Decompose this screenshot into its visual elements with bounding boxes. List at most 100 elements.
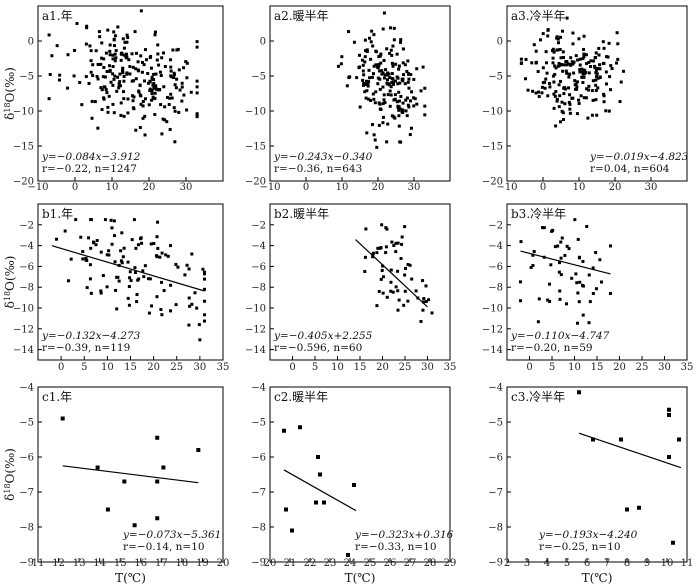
data-point	[565, 63, 569, 67]
data-point	[609, 291, 612, 295]
data-point	[155, 58, 159, 62]
data-point	[597, 53, 601, 57]
data-point	[382, 58, 386, 62]
data-point	[403, 225, 407, 229]
data-point	[121, 37, 125, 41]
data-point	[551, 61, 555, 65]
data-point	[542, 226, 546, 230]
data-point	[113, 74, 117, 78]
data-point	[567, 100, 571, 104]
data-point	[146, 72, 150, 76]
data-point	[363, 55, 367, 59]
data-point	[152, 77, 156, 81]
data-point	[141, 116, 145, 120]
data-point	[106, 110, 110, 114]
data-point	[363, 255, 367, 259]
data-point	[558, 261, 562, 265]
data-point	[155, 235, 159, 239]
data-point	[168, 58, 172, 62]
data-point	[102, 96, 106, 100]
data-point	[122, 479, 127, 484]
data-point	[185, 263, 189, 267]
data-point	[604, 109, 608, 113]
data-point	[91, 74, 95, 78]
data-point	[388, 51, 392, 55]
x-tick-label: 16	[134, 558, 147, 569]
data-point	[581, 57, 585, 61]
data-point	[582, 52, 586, 56]
data-point	[355, 76, 359, 80]
data-point	[112, 111, 116, 115]
data-point	[401, 79, 405, 83]
data-point	[367, 80, 371, 84]
data-point	[540, 85, 544, 89]
data-point	[336, 64, 340, 68]
data-point	[408, 133, 412, 137]
panel-title: b3.冷半年	[511, 207, 566, 221]
data-point	[576, 291, 580, 295]
data-point	[364, 49, 368, 53]
x-tick-label: 13	[73, 558, 86, 569]
data-point	[371, 123, 375, 127]
x-tick-label: 0	[289, 362, 295, 373]
panel-c2: 20 21 22 23 24 25 26 27 28 29 −9 −8 −7 −6 −5 −4 c2.暖半年 y=…	[251, 383, 456, 586]
data-point	[128, 65, 132, 69]
y-tick-label: −4	[488, 241, 503, 252]
data-point	[575, 80, 579, 84]
data-point	[667, 407, 671, 412]
data-point	[564, 69, 568, 73]
data-point	[377, 289, 381, 293]
data-point	[532, 43, 536, 47]
data-point	[314, 500, 318, 505]
data-point	[66, 53, 70, 57]
data-point	[557, 270, 561, 274]
data-point	[125, 72, 129, 76]
data-point	[197, 323, 201, 327]
data-point	[519, 280, 522, 284]
data-point	[415, 67, 419, 71]
data-point	[395, 100, 399, 104]
data-point	[382, 115, 386, 119]
data-point	[382, 93, 386, 97]
x-tick-label: 20	[609, 182, 622, 193]
x-tick-label: 10	[336, 182, 349, 193]
data-point	[364, 83, 368, 87]
data-point	[608, 75, 612, 79]
data-point	[379, 277, 383, 281]
x-tick-label: 20	[264, 558, 277, 569]
x-tick-label: 23	[324, 558, 337, 569]
data-point	[573, 83, 577, 87]
x-tick-label: 35	[681, 362, 694, 373]
y-tick-label: −10	[482, 304, 503, 315]
data-point	[607, 109, 611, 113]
data-point	[594, 51, 598, 55]
stats-line: r=−0.596, n=60	[274, 342, 362, 354]
data-point	[405, 96, 409, 100]
data-point	[622, 69, 626, 73]
data-point	[544, 50, 548, 54]
data-point	[594, 251, 598, 255]
x-tick-label: 30	[408, 182, 421, 193]
y-tick-label: 0	[28, 37, 34, 48]
data-point	[556, 244, 560, 248]
x-tick-label: 12	[52, 558, 65, 569]
panel-title: a3.冷半年	[511, 9, 566, 23]
data-point	[152, 72, 156, 76]
data-point	[565, 244, 569, 248]
data-point	[421, 308, 425, 312]
data-point	[63, 229, 67, 233]
data-point	[376, 76, 380, 80]
data-point	[47, 97, 51, 101]
data-point	[581, 72, 585, 76]
data-point	[136, 60, 140, 64]
data-point	[403, 273, 407, 277]
data-point	[408, 263, 412, 267]
data-point	[385, 140, 389, 144]
x-tick-label: 5	[312, 362, 318, 373]
data-point	[536, 70, 540, 74]
data-point	[581, 71, 585, 75]
data-point	[402, 73, 406, 77]
data-point	[398, 81, 402, 85]
data-point	[60, 416, 65, 421]
data-point	[156, 246, 160, 250]
